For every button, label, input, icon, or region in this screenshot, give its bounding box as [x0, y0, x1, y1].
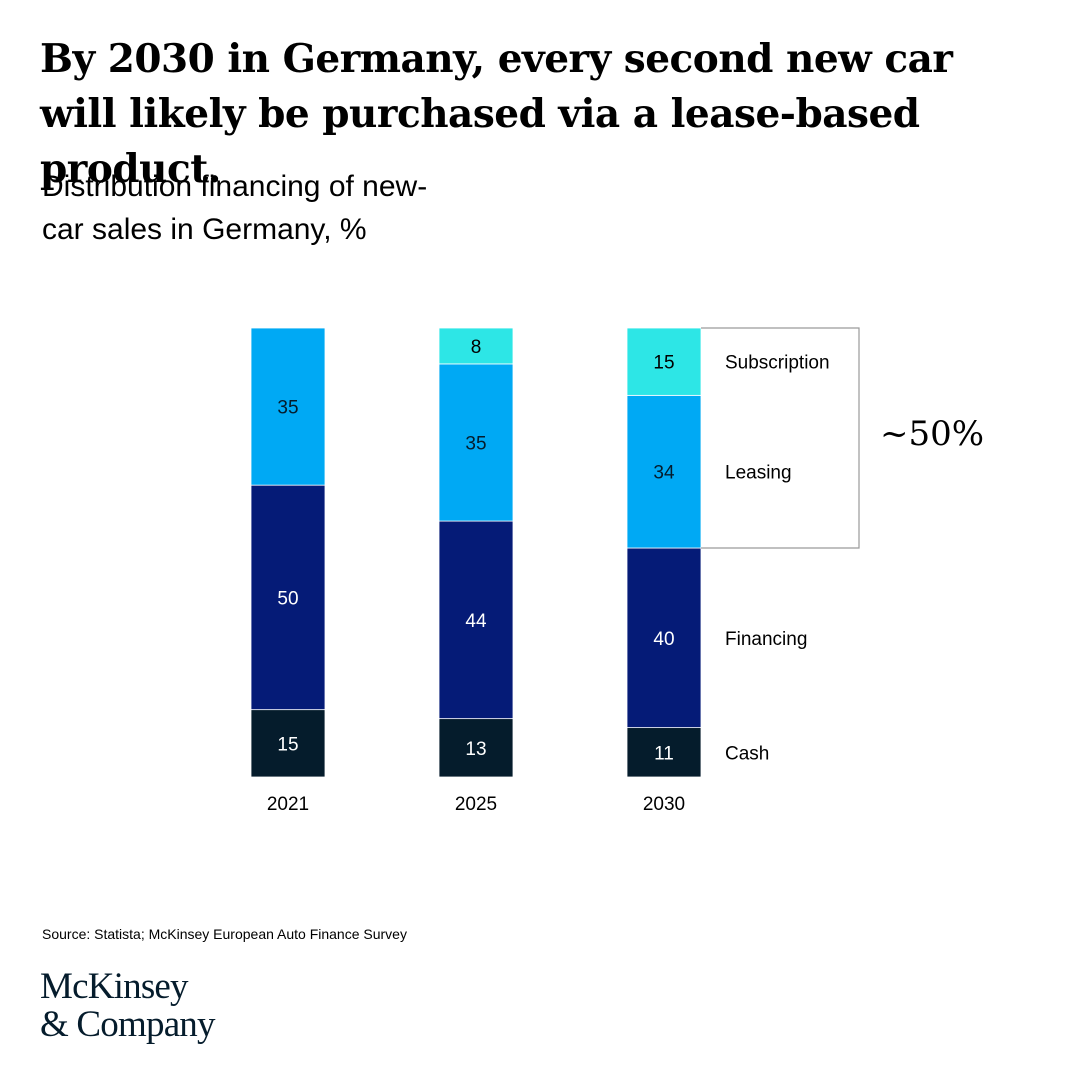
data-label-financing-2025: 44	[465, 611, 487, 632]
logo-line-2: & Company	[40, 1004, 216, 1045]
annotation-label: ~50%	[880, 414, 984, 454]
chart-unit: %	[339, 213, 367, 246]
legend-label-cash: Cash	[725, 743, 769, 764]
x-tick-label-2030: 2030	[643, 794, 685, 815]
data-label-cash-2030: 11	[654, 743, 674, 764]
x-tick-label-2021: 2021	[267, 794, 309, 815]
bar-financing-2030	[626, 547, 702, 729]
bar-cash-2030	[626, 727, 702, 778]
stacked-bar-chart: 15 50 35 2021 13 44 35 8 2025 11 40 34 15 2030 Cash Fin…	[250, 327, 984, 815]
data-label-leasing-2021: 35	[277, 398, 298, 419]
data-label-subscription-2025: 8	[471, 337, 482, 358]
legend-label-subscription: Subscription	[725, 353, 830, 374]
data-label-cash-2025: 13	[465, 739, 486, 760]
bar-subscription-2025	[438, 327, 514, 365]
annotation-bracket	[701, 327, 860, 549]
logo-line-1: McKinsey	[40, 966, 189, 1007]
chart-subtitle: Distribution financing of new-car sales …	[42, 165, 462, 251]
source-note: Source: Statista; McKinsey European Auto…	[42, 926, 407, 942]
data-label-leasing-2025: 35	[465, 433, 486, 454]
bar-subscription-2030	[626, 327, 702, 396]
bar-leasing-2025	[438, 363, 514, 522]
bar-cash-2025	[438, 718, 514, 778]
bar-leasing-2021	[250, 327, 326, 486]
data-label-financing-2021: 50	[277, 588, 298, 609]
bar-financing-2021	[250, 484, 326, 711]
legend-label-leasing: Leasing	[725, 463, 792, 484]
bar-cash-2021	[250, 709, 326, 778]
chart-headline: By 2030 in Germany, every second new car…	[40, 36, 953, 192]
data-label-cash-2021: 15	[277, 734, 298, 755]
data-label-subscription-2030: 15	[653, 353, 674, 374]
data-label-financing-2030: 40	[653, 629, 674, 650]
bar-leasing-2030	[626, 394, 702, 549]
mckinsey-logo: McKinsey & Company	[40, 966, 216, 1045]
chart-subtitle-text: Distribution financing of new-car sales …	[42, 170, 428, 246]
legend-label-financing: Financing	[725, 629, 807, 650]
bar-financing-2025	[438, 520, 514, 720]
data-label-leasing-2030: 34	[653, 463, 675, 484]
x-tick-label-2025: 2025	[455, 794, 497, 815]
